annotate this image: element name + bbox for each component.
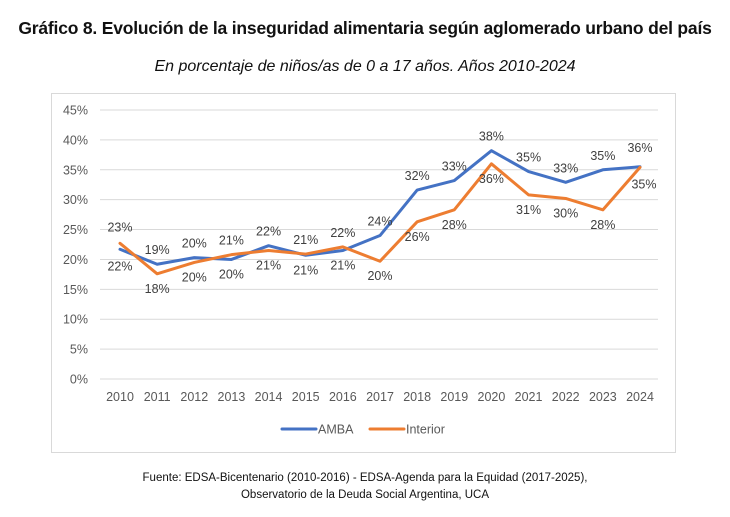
data-label-interior: 28% [590,218,615,232]
legend-label-amba: AMBA [318,423,354,437]
data-label-interior: 31% [516,203,541,217]
data-label-amba: 21% [330,258,355,272]
data-label-amba: 21% [293,263,318,277]
data-label-amba: 22% [256,225,281,239]
y-tick-label: 10% [63,313,88,327]
x-tick-label: 2023 [589,390,617,404]
data-label-amba: 38% [479,130,504,144]
data-label-amba: 20% [219,267,244,281]
y-tick-label: 20% [63,253,88,267]
data-label-amba: 33% [442,160,467,174]
data-label-amba: 20% [182,237,207,251]
data-label-interior: 26% [405,230,430,244]
data-label-amba: 24% [367,215,392,229]
data-label-interior: 20% [367,269,392,283]
chart-title: Gráfico 8. Evolución de la inseguridad a… [18,18,712,38]
data-label-interior: 22% [330,226,355,240]
source-note: Fuente: EDSA-Bicentenario (2010-2016) - … [0,470,730,504]
data-label-interior: 28% [442,218,467,232]
y-tick-label: 35% [63,163,88,177]
data-label-amba: 19% [145,243,170,257]
chart-area [51,93,676,453]
y-tick-label: 15% [63,283,88,297]
data-label-amba: 22% [107,259,132,273]
data-label-interior: 30% [553,206,578,220]
y-tick-label: 5% [70,343,88,357]
series-line-amba [118,149,642,266]
data-label-interior: 35% [631,177,656,191]
x-tick-label: 2022 [552,390,580,404]
x-tick-label: 2021 [515,390,543,404]
data-label-interior: 20% [182,270,207,284]
data-label-amba: 35% [516,151,541,165]
y-tick-label: 40% [63,133,88,147]
chart-subtitle: En porcentaje de niños/as de 0 a 17 años… [154,58,576,75]
data-label-amba: 33% [553,161,578,175]
data-label-interior: 23% [107,220,132,234]
legend-label-interior: Interior [406,423,445,437]
data-label-interior: 21% [256,258,281,272]
data-label-interior: 18% [145,282,170,296]
series-line-interior [118,162,642,276]
source-line-2: Observatorio de la Deuda Social Argentin… [240,489,490,501]
y-tick-label: 45% [63,104,88,118]
x-tick-label: 2014 [255,390,283,404]
y-tick-label: 0% [70,373,88,387]
x-tick-label: 2018 [403,390,431,404]
x-tick-label: 2010 [106,390,134,404]
x-tick-label: 2016 [329,390,357,404]
y-tick-label: 30% [63,193,88,207]
data-label-amba: 36% [627,141,652,155]
x-tick-label: 2017 [366,390,394,404]
x-tick-label: 2015 [292,390,320,404]
data-label-amba: 32% [405,169,430,183]
data-label-interior: 36% [479,172,504,186]
x-tick-label: 2020 [478,390,506,404]
x-tick-label: 2012 [180,390,208,404]
data-label-amba: 35% [590,149,615,163]
x-tick-label: 2024 [626,390,654,404]
data-label-interior: 21% [293,233,318,247]
y-tick-label: 25% [63,223,88,237]
source-line-1: Fuente: EDSA-Bicentenario (2010-2016) - … [142,472,588,484]
x-tick-label: 2019 [440,390,468,404]
x-tick-label: 2011 [144,390,171,404]
x-tick-label: 2013 [218,390,246,404]
data-label-interior: 21% [219,234,244,248]
